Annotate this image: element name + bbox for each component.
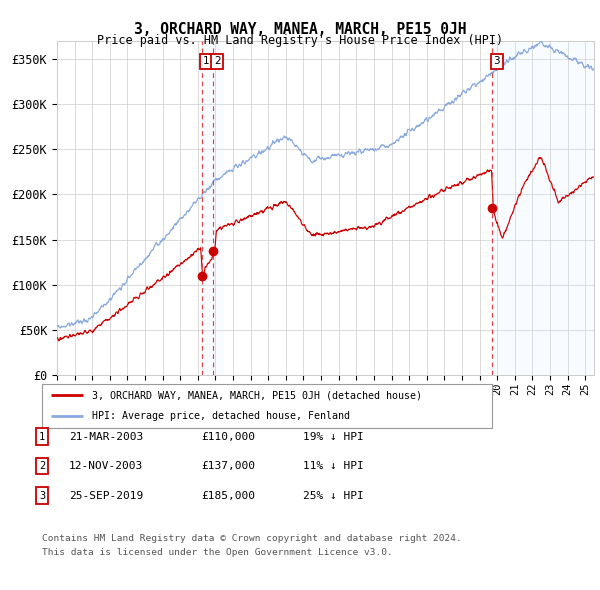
Text: 21-MAR-2003: 21-MAR-2003 (69, 432, 143, 441)
Text: £185,000: £185,000 (201, 491, 255, 500)
Text: 2: 2 (39, 461, 45, 471)
Text: HPI: Average price, detached house, Fenland: HPI: Average price, detached house, Fenl… (92, 411, 349, 421)
Text: 12-NOV-2003: 12-NOV-2003 (69, 461, 143, 471)
Text: £110,000: £110,000 (201, 432, 255, 441)
Bar (213, 41, 224, 375)
Text: 11% ↓ HPI: 11% ↓ HPI (303, 461, 364, 471)
Bar (493, 41, 594, 375)
Text: 3: 3 (493, 56, 500, 66)
Text: This data is licensed under the Open Government Licence v3.0.: This data is licensed under the Open Gov… (42, 548, 393, 556)
Text: 25-SEP-2019: 25-SEP-2019 (69, 491, 143, 500)
Bar (202, 41, 215, 375)
Text: 3, ORCHARD WAY, MANEA, MARCH, PE15 0JH (detached house): 3, ORCHARD WAY, MANEA, MARCH, PE15 0JH (… (92, 391, 421, 401)
Text: 1: 1 (203, 56, 209, 66)
Text: 2: 2 (214, 56, 221, 66)
Text: 19% ↓ HPI: 19% ↓ HPI (303, 432, 364, 441)
Text: 1: 1 (39, 432, 45, 441)
Text: 3: 3 (39, 491, 45, 500)
Text: Price paid vs. HM Land Registry's House Price Index (HPI): Price paid vs. HM Land Registry's House … (97, 34, 503, 47)
Text: 25% ↓ HPI: 25% ↓ HPI (303, 491, 364, 500)
Text: Contains HM Land Registry data © Crown copyright and database right 2024.: Contains HM Land Registry data © Crown c… (42, 534, 462, 543)
Text: 3, ORCHARD WAY, MANEA, MARCH, PE15 0JH: 3, ORCHARD WAY, MANEA, MARCH, PE15 0JH (134, 22, 466, 37)
Text: £137,000: £137,000 (201, 461, 255, 471)
